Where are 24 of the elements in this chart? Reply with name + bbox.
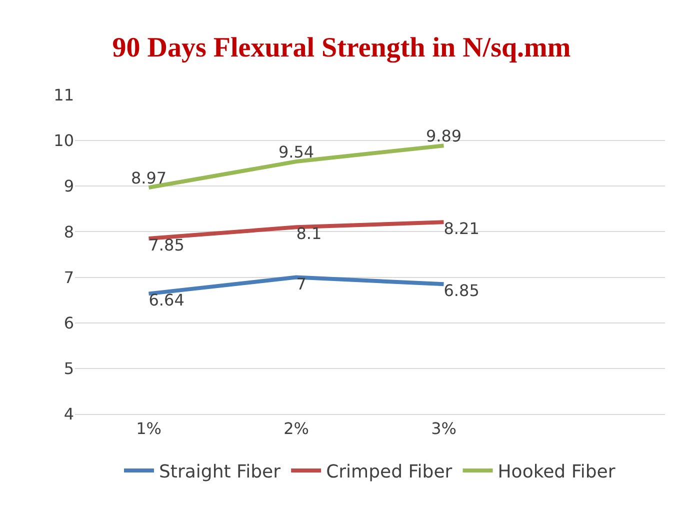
y-tick-label: 6 <box>64 313 74 332</box>
y-tick-label: 8 <box>64 222 74 242</box>
data-label: 8.21 <box>444 219 480 238</box>
legend-label: Hooked Fiber <box>498 462 616 482</box>
y-tick-label: 11 <box>54 86 74 105</box>
legend-label: Straight Fiber <box>159 462 282 482</box>
data-label: 7 <box>296 274 306 294</box>
data-label: 9.54 <box>278 142 314 162</box>
data-label: 8.97 <box>130 168 167 188</box>
chart-title: 90 Days Flexural Strength in N/sq.mm <box>112 32 571 64</box>
y-tick-label: 4 <box>64 404 74 424</box>
data-label: 6.64 <box>148 290 184 310</box>
legend-label: Crimped Fiber <box>326 462 453 482</box>
y-tick-label: 7 <box>64 268 74 287</box>
y-tick-label: 9 <box>64 176 74 196</box>
x-tick-label: 1% <box>136 419 162 438</box>
x-tick-label: 2% <box>284 419 309 438</box>
data-label: 9.89 <box>426 126 462 146</box>
data-label: 7.85 <box>148 236 184 255</box>
x-tick-label: 3% <box>431 419 456 438</box>
y-tick-label: 10 <box>54 131 74 150</box>
data-label: 6.85 <box>444 281 480 300</box>
y-tick-label: 5 <box>64 359 74 378</box>
data-label: 8.1 <box>296 224 322 244</box>
